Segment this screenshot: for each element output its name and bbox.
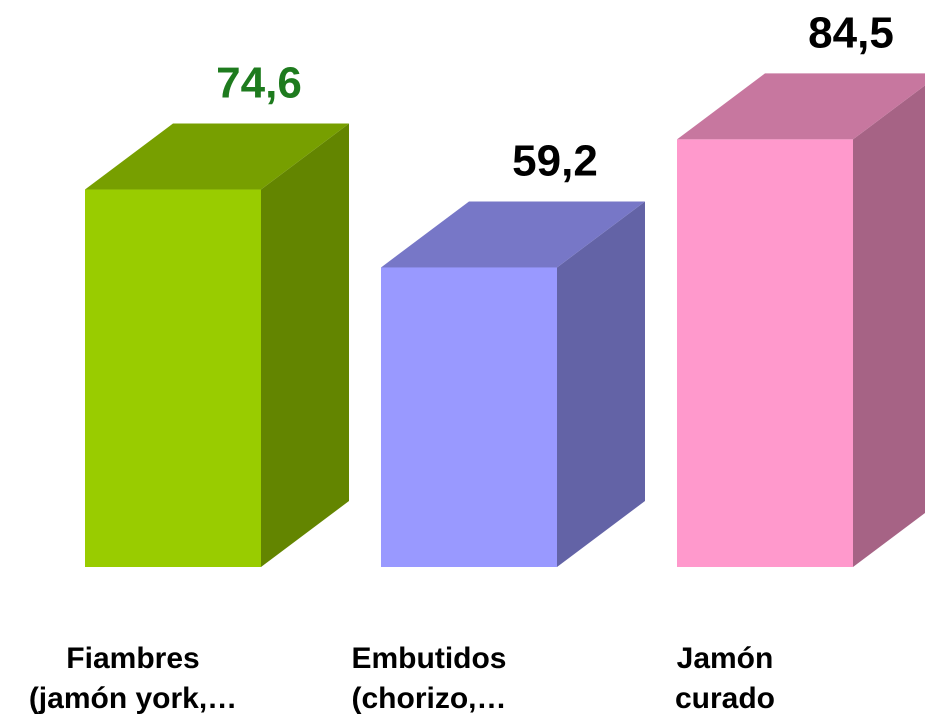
value-label: 59,2 <box>512 136 598 185</box>
bar-side <box>557 201 645 567</box>
value-label: 84,5 <box>808 8 894 57</box>
x-tick-label: Fiambres (jamón york,… <box>29 642 237 715</box>
bar-top <box>381 201 645 268</box>
bar <box>85 189 261 568</box>
bar-side <box>853 85 925 567</box>
bar <box>677 139 853 567</box>
bar-top <box>85 123 349 190</box>
bar-top <box>677 73 925 140</box>
x-tick-label: Embutidos (chorizo,… <box>352 642 507 715</box>
x-tick-label: Jamón curado <box>675 642 775 715</box>
bar-side <box>261 123 349 568</box>
bar <box>381 267 557 567</box>
value-label: 74,6 <box>216 59 302 108</box>
